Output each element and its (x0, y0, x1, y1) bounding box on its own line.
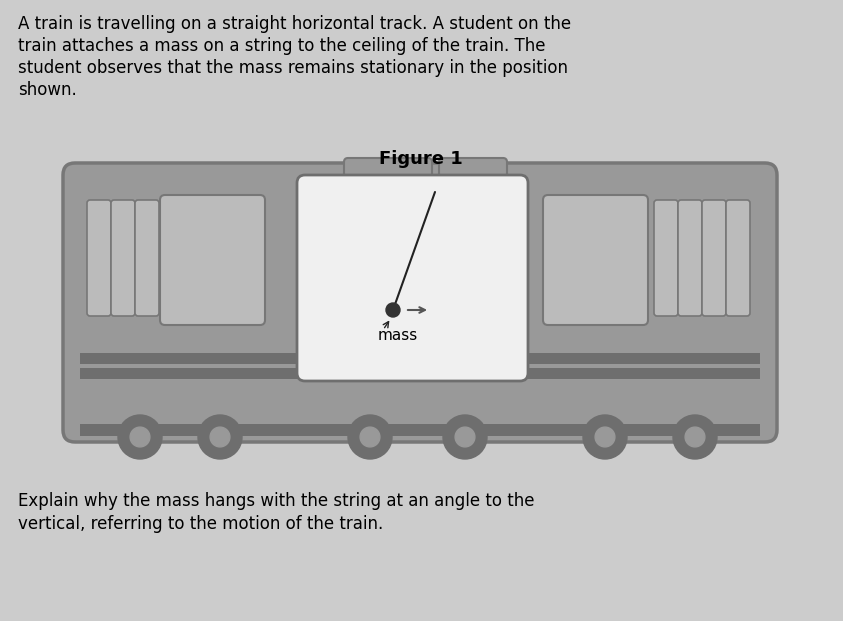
FancyBboxPatch shape (344, 158, 432, 184)
Circle shape (455, 427, 475, 447)
FancyBboxPatch shape (678, 200, 702, 316)
Bar (80, 353, 760, 364)
FancyBboxPatch shape (111, 200, 135, 316)
Circle shape (130, 427, 150, 447)
Circle shape (118, 415, 162, 459)
FancyBboxPatch shape (63, 163, 777, 442)
Circle shape (360, 427, 380, 447)
Text: vertical, referring to the motion of the train.: vertical, referring to the motion of the… (18, 515, 384, 533)
FancyBboxPatch shape (87, 200, 111, 316)
FancyBboxPatch shape (543, 195, 648, 325)
FancyBboxPatch shape (726, 200, 750, 316)
Text: shown.: shown. (18, 81, 77, 99)
FancyBboxPatch shape (135, 200, 159, 316)
Text: train attaches a mass on a string to the ceiling of the train. The: train attaches a mass on a string to the… (18, 37, 545, 55)
Bar (80, 368, 760, 379)
Bar (80, 424, 760, 436)
Circle shape (348, 415, 392, 459)
Circle shape (198, 415, 242, 459)
Circle shape (210, 427, 230, 447)
FancyBboxPatch shape (439, 158, 507, 184)
Text: mass: mass (378, 328, 418, 343)
FancyBboxPatch shape (654, 200, 678, 316)
Text: Figure 1: Figure 1 (379, 150, 463, 168)
Circle shape (583, 415, 627, 459)
Circle shape (443, 415, 487, 459)
Text: A train is travelling on a straight horizontal track. A student on the: A train is travelling on a straight hori… (18, 15, 571, 33)
Text: Explain why the mass hangs with the string at an angle to the: Explain why the mass hangs with the stri… (18, 492, 534, 510)
FancyBboxPatch shape (160, 195, 265, 325)
Text: student observes that the mass remains stationary in the position: student observes that the mass remains s… (18, 59, 568, 77)
Circle shape (595, 427, 615, 447)
Circle shape (386, 303, 400, 317)
FancyBboxPatch shape (702, 200, 726, 316)
FancyBboxPatch shape (297, 175, 528, 381)
Circle shape (685, 427, 705, 447)
Circle shape (673, 415, 717, 459)
